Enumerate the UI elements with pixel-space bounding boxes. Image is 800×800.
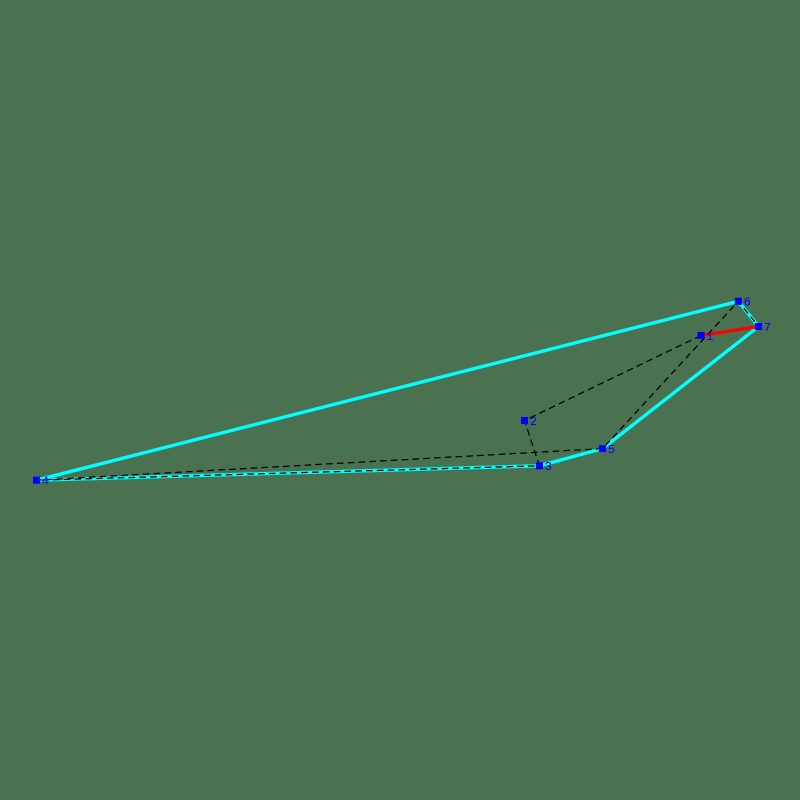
svg-text:3: 3	[545, 460, 552, 474]
svg-text:5: 5	[608, 443, 615, 457]
svg-text:1: 1	[706, 330, 713, 344]
svg-text:4: 4	[42, 475, 49, 489]
svg-text:6: 6	[744, 296, 751, 310]
svg-text:7: 7	[764, 321, 771, 335]
svg-text:2: 2	[530, 415, 537, 429]
